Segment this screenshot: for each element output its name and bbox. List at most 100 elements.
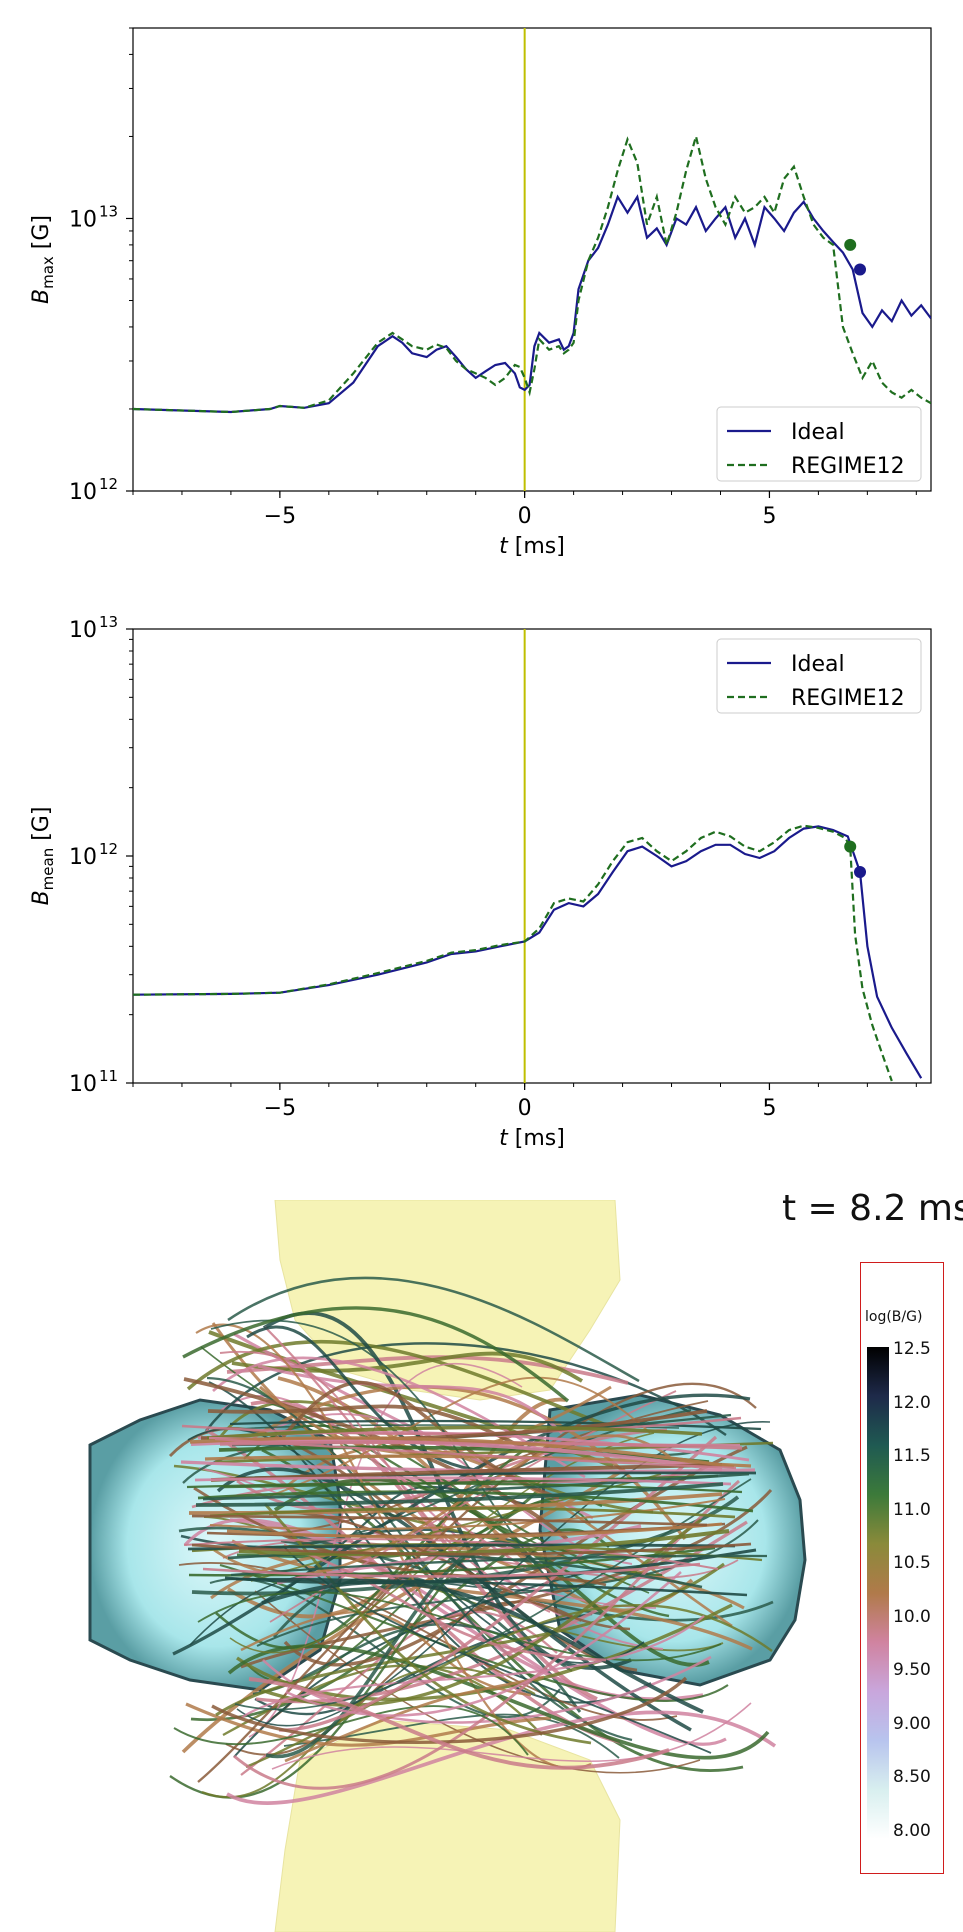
field-line [193,1486,607,1587]
legend-label: Ideal [791,652,845,677]
x-tick-label: −5 [264,1096,296,1121]
legend-label: REGIME12 [791,686,905,711]
field-line-core [224,1548,757,1585]
colorbar-tick-label: 9.00 [893,1713,931,1734]
series-marker-regime12 [844,238,857,251]
field-line [240,1610,532,1697]
colorbar-tick-label: 9.50 [893,1660,931,1681]
field-line-core [183,1538,719,1570]
y-tick-exponent: 12 [99,840,118,858]
colorbar-tick-label: 8.50 [893,1767,931,1788]
y-tick-label: 10 [69,618,97,643]
y-tick-label: 10 [69,480,97,505]
field-line [215,1562,725,1717]
field-line [263,1503,592,1745]
series-marker-ideal [854,866,867,879]
series-marker-regime12 [844,840,857,853]
series-line-ideal [133,194,931,414]
legend: Ideal REGIME12 [716,638,922,714]
field-line [283,1543,607,1662]
y-tick-exponent: 11 [99,1067,118,1085]
field-line [197,1382,757,1783]
field-line-core [226,1522,723,1539]
legend-label: REGIME12 [791,454,905,479]
field-line-core [195,1482,724,1507]
field-line [257,1364,564,1435]
field-line [207,1404,537,1457]
axes-frame [132,27,932,492]
magnetic-field-lines [168,1276,777,1805]
legend-box [716,406,922,482]
y-tick-label: 10 [69,845,97,870]
y-tick-exponent: 12 [99,475,118,493]
field-line-core [189,1436,735,1469]
yellow-surface-top [274,1200,621,1401]
field-line-core [209,1506,736,1519]
field-line [283,1713,620,1759]
field-line [278,1435,718,1732]
y-tick-label: 10 [69,207,97,232]
colorbar-tick-label: 12.0 [893,1392,931,1413]
x-tick-label: 5 [762,504,776,529]
series-line-ideal [133,825,923,1079]
field-line [261,1580,704,1714]
y-tick-label: 10 [69,1072,97,1097]
legend-label: Ideal [791,420,845,445]
series-line-regime12 [133,132,931,414]
field-line-core [181,1416,742,1436]
field-line-render [88,1200,807,1932]
legend-box [716,638,922,714]
field-line [186,1339,607,1427]
field-line [233,1479,740,1790]
y-axis-label: Bmean [G] [29,807,57,906]
field-line [248,1677,670,1770]
field-line-core [194,1476,732,1486]
series-line-regime12 [133,824,893,1082]
colorbar-gradient [867,1347,889,1839]
colorbar-tick-label: 10.0 [893,1606,931,1627]
colorbar-tick-label: 12.5 [893,1339,931,1359]
yellow-surface-bottom [274,1719,621,1932]
colorbar-tick-label: 8.00 [893,1821,931,1841]
x-tick-label: 0 [518,504,532,529]
legend: Ideal REGIME12 [716,406,922,482]
field-line [226,1710,777,1805]
field-line-core [197,1490,754,1513]
field-line-core [191,1542,752,1556]
field-line [173,1705,529,1756]
colorbar-tick-label: 11.0 [893,1499,931,1520]
field-line [264,1326,527,1569]
field-line [285,1571,682,1717]
field-line [197,1591,722,1662]
field-line [205,1342,727,1437]
field-line [172,1393,751,1656]
x-tick-label: 0 [518,1096,532,1121]
field-line-core [230,1554,768,1577]
field-line [240,1615,705,1719]
x-axis-label: t [ms] [499,1126,565,1151]
field-line [211,1676,688,1744]
field-line-core [223,1474,719,1489]
field-line-core [202,1562,701,1578]
field-line-core [238,1529,730,1557]
field-line [269,1376,651,1497]
field-line-core [191,1514,708,1527]
x-tick-label: −5 [264,504,296,529]
field-line [208,1381,652,1704]
field-line [233,1572,585,1758]
field-line [227,1644,770,1760]
field-line-core [187,1543,736,1551]
series-group [133,824,923,1082]
field-line-core [206,1425,703,1440]
series-group [133,132,931,414]
field-line [284,1675,545,1763]
field-line [185,1702,552,1747]
colorbar-title: log(B/G) [865,1309,923,1325]
field-line [271,1702,752,1770]
field-line [254,1590,701,1774]
y-tick-exponent: 13 [99,202,118,220]
field-line-core [209,1497,726,1531]
